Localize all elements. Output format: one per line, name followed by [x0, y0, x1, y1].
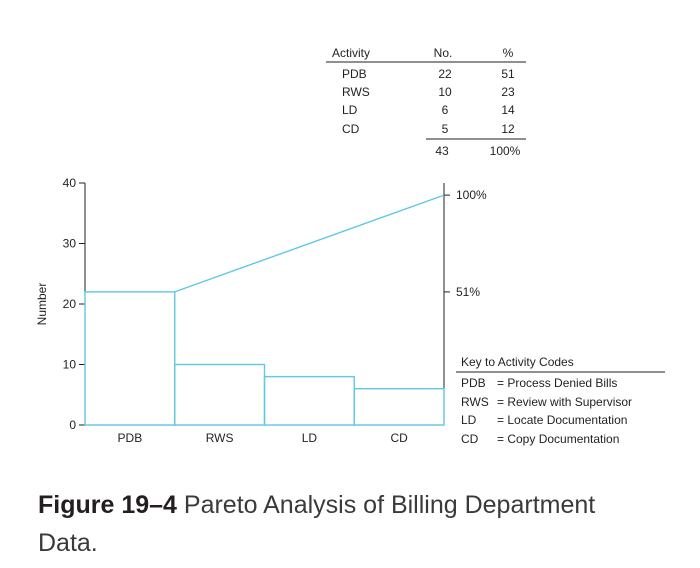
pareto-chart: Activity No. % PDB 22 51 RWS 10 23 LD 6 …: [35, 46, 665, 446]
key-code: RWS: [461, 395, 489, 409]
table-total-percent: 100%: [490, 144, 521, 158]
figure-label: Figure 19–4: [38, 491, 177, 519]
key-meaning: = Copy Documentation: [497, 432, 619, 446]
y-tick-label: 30: [63, 237, 77, 251]
key-meaning: = Review with Supervisor: [497, 395, 632, 409]
key-code: CD: [461, 432, 479, 446]
right-tick-label: 100%: [456, 188, 487, 202]
figure-title: Pareto Analysis of Billing Department Da…: [38, 491, 596, 557]
table-row-percent: 51: [501, 67, 515, 81]
y-tick-label: 40: [63, 176, 77, 190]
bars: [84, 194, 445, 426]
table-header-percent: %: [503, 46, 514, 60]
table-header-activity: Activity: [332, 46, 370, 60]
bar-rws: [174, 363, 266, 426]
x-tick-label: CD: [390, 431, 408, 445]
y-tick-label: 0: [69, 418, 76, 432]
key-code: LD: [461, 413, 477, 427]
x-tick-label: LD: [302, 431, 318, 445]
table-header-no: No.: [434, 46, 453, 60]
x-tick-label: PDB: [118, 431, 143, 445]
table-row-count: 5: [442, 122, 449, 136]
table-row-count: 6: [442, 103, 449, 117]
x-tick-label: RWS: [206, 431, 234, 445]
key-title: Key to Activity Codes: [461, 355, 574, 369]
table-total-count: 43: [435, 144, 449, 158]
x-tick-labels: PDB RWS LD CD: [118, 431, 409, 445]
y-tick-label: 20: [63, 297, 77, 311]
table-row-percent: 23: [501, 85, 515, 99]
key-code: PDB: [461, 376, 486, 390]
table-row-activity: LD: [342, 103, 358, 117]
summary-table: Activity No. % PDB 22 51 RWS 10 23 LD 6 …: [326, 46, 526, 158]
right-tick-label: 51%: [456, 285, 480, 299]
right-axis-ticks: 51% 100%: [444, 188, 487, 299]
key-meaning: = Locate Documentation: [497, 413, 627, 427]
bar-ld: [263, 375, 355, 426]
table-row-percent: 12: [501, 122, 515, 136]
table-row-activity: RWS: [342, 85, 370, 99]
bar-pdb: [84, 291, 176, 426]
bar-cd: [353, 388, 445, 426]
table-row-activity: CD: [342, 122, 360, 136]
table-row-percent: 14: [501, 103, 515, 117]
figure-caption: Figure 19–4 Pareto Analysis of Billing D…: [38, 486, 638, 562]
y-ticks: 0 10 20 30 40: [63, 176, 85, 432]
activity-key: Key to Activity Codes PDB = Process Deni…: [456, 355, 665, 446]
table-row-activity: PDB: [342, 67, 367, 81]
cumulative-line: [174, 194, 445, 293]
table-row-count: 10: [438, 85, 452, 99]
y-tick-label: 10: [63, 358, 77, 372]
key-meaning: = Process Denied Bills: [497, 376, 617, 390]
table-row-count: 22: [438, 67, 452, 81]
y-axis-label: Number: [35, 283, 49, 326]
